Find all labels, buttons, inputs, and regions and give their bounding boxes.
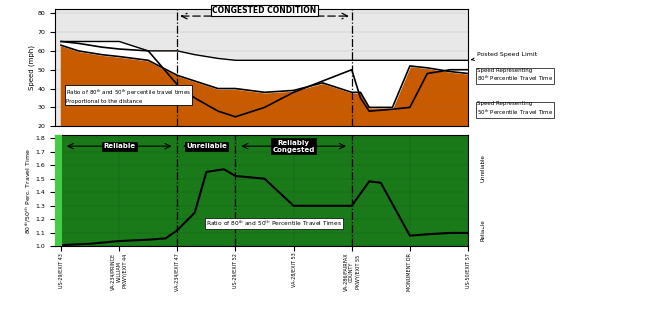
Bar: [55, 135, 62, 246]
Text: Speed Representing
80$^{th}$ Percentile Travel Time: Speed Representing 80$^{th}$ Percentile …: [476, 68, 553, 83]
Y-axis label: 80$^{th}$/50$^{th}$ Perc. Travel Time: 80$^{th}$/50$^{th}$ Perc. Travel Time: [23, 148, 33, 234]
Text: Unreliable: Unreliable: [480, 154, 485, 182]
Y-axis label: Speed (mph): Speed (mph): [29, 45, 35, 90]
Text: Reliable: Reliable: [103, 143, 135, 149]
Text: Speed Representing
50$^{th}$ Percentile Travel Time: Speed Representing 50$^{th}$ Percentile …: [476, 101, 553, 117]
Text: Ratio of 80$^{th}$ and 50$^{th}$ percentile travel times
Proportional to the dis: Ratio of 80$^{th}$ and 50$^{th}$ percent…: [66, 88, 191, 104]
Text: CONGESTED CONDITION: CONGESTED CONDITION: [213, 6, 317, 15]
Text: Posted Speed Limit: Posted Speed Limit: [471, 52, 537, 61]
Text: Reliably
Congested: Reliably Congested: [272, 140, 315, 153]
Text: Reliable: Reliable: [480, 219, 485, 241]
Text: Ratio of 80$^{th}$ and 50$^{th}$ Percentile Travel Times: Ratio of 80$^{th}$ and 50$^{th}$ Percent…: [207, 219, 342, 228]
Text: Unreliable: Unreliable: [186, 143, 227, 149]
